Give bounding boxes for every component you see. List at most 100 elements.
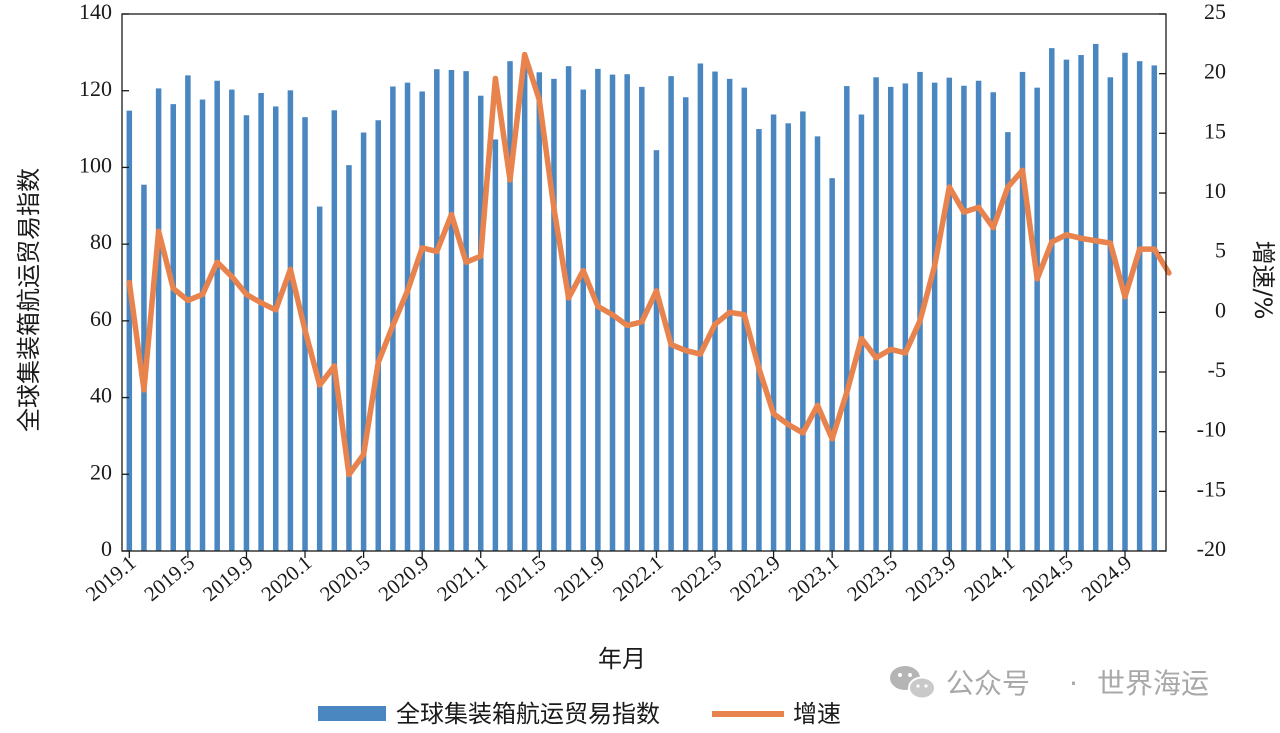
legend-label-bar: 全球集装箱航运贸易指数 bbox=[396, 700, 660, 728]
bar bbox=[1034, 87, 1040, 552]
bar bbox=[946, 77, 953, 552]
x-tick-label: 2024.5 bbox=[1018, 550, 1078, 606]
right-axis-label: 增速/% bbox=[1249, 241, 1277, 320]
line-point bbox=[624, 322, 630, 328]
legend: 全球集装箱航运贸易指数 增速 bbox=[318, 700, 841, 728]
bar bbox=[551, 78, 557, 551]
right-tick-label: -10 bbox=[1197, 417, 1226, 442]
line-point bbox=[653, 288, 659, 294]
line-point bbox=[492, 75, 498, 81]
line-point bbox=[463, 259, 469, 265]
line-point bbox=[946, 184, 952, 190]
bar bbox=[770, 114, 777, 551]
bar bbox=[990, 92, 996, 551]
x-axis-ticks: 2019.12019.52019.92020.12020.52020.92021… bbox=[81, 550, 1136, 606]
line-point bbox=[170, 285, 176, 291]
watermark-prefix: 公众号 bbox=[946, 667, 1030, 700]
line-point bbox=[873, 355, 879, 361]
bar bbox=[463, 71, 469, 552]
line-point bbox=[976, 204, 982, 210]
watermark-name: 世界海运 bbox=[1097, 667, 1209, 700]
line-point bbox=[419, 245, 425, 251]
bar bbox=[434, 69, 440, 551]
growth-line bbox=[126, 51, 1172, 478]
bar bbox=[1005, 132, 1011, 551]
line-point bbox=[1093, 238, 1099, 244]
right-axis-ticks: -20 -15 -10 -5 0 5 10 15 20 25 bbox=[1159, 0, 1226, 561]
bar bbox=[902, 83, 909, 552]
x-tick-label: 2020.5 bbox=[315, 550, 375, 606]
line-point bbox=[829, 436, 835, 442]
line-point bbox=[697, 351, 703, 357]
line-point bbox=[756, 365, 762, 371]
line-point bbox=[1049, 239, 1055, 245]
left-tick-label: 0 bbox=[101, 536, 112, 561]
bar bbox=[1063, 59, 1070, 552]
legend-label-line: 增速 bbox=[793, 700, 841, 728]
bar bbox=[229, 89, 235, 551]
bar bbox=[1019, 71, 1026, 552]
line-point bbox=[126, 280, 132, 285]
plot-border bbox=[121, 13, 1167, 552]
line-point bbox=[683, 348, 689, 354]
bar bbox=[155, 88, 162, 551]
line-point bbox=[1034, 276, 1040, 282]
x-tick-label: 2020.9 bbox=[374, 550, 434, 606]
line-point bbox=[156, 228, 162, 234]
left-axis-label: 全球集装箱航运贸易指数 bbox=[15, 168, 43, 432]
line-point bbox=[214, 259, 220, 265]
line-point bbox=[902, 350, 908, 356]
x-tick-label: 2021.5 bbox=[491, 550, 551, 606]
line-point bbox=[580, 268, 586, 274]
right-tick-label: 5 bbox=[1215, 238, 1226, 263]
left-tick-label: 20 bbox=[90, 459, 112, 484]
x-axis-label: 年月 bbox=[598, 645, 646, 673]
x-tick-label: 2022.9 bbox=[725, 550, 785, 606]
bar bbox=[800, 111, 806, 552]
line-point bbox=[932, 263, 938, 269]
x-tick-label: 2021.1 bbox=[432, 550, 492, 606]
bar bbox=[975, 80, 982, 552]
x-tick-label: 2021.9 bbox=[549, 550, 609, 606]
line-point bbox=[551, 206, 557, 212]
bar bbox=[199, 99, 206, 551]
bar bbox=[873, 77, 879, 551]
line-point bbox=[507, 177, 513, 183]
bar bbox=[419, 91, 425, 551]
bar bbox=[185, 75, 191, 552]
bar bbox=[346, 165, 352, 551]
line-point bbox=[331, 363, 337, 369]
x-tick-label: 2019.9 bbox=[198, 550, 258, 606]
line-point bbox=[741, 312, 747, 318]
bar bbox=[858, 114, 865, 551]
line-series bbox=[126, 51, 1172, 478]
line-point bbox=[727, 309, 733, 315]
bar bbox=[1136, 61, 1143, 552]
x-tick-label: 2024.1 bbox=[959, 550, 1019, 606]
line-point bbox=[844, 389, 850, 395]
bar bbox=[536, 72, 543, 552]
bar bbox=[258, 93, 264, 552]
bar bbox=[448, 70, 455, 551]
x-tick-label: 2023.1 bbox=[784, 550, 844, 606]
line-point bbox=[229, 274, 235, 280]
line-point bbox=[1020, 167, 1025, 173]
bar bbox=[492, 139, 499, 551]
right-tick-label: -20 bbox=[1197, 536, 1226, 561]
left-tick-label: 40 bbox=[90, 383, 112, 408]
bar bbox=[507, 61, 513, 552]
right-tick-label: -15 bbox=[1197, 476, 1226, 501]
line-point bbox=[888, 346, 894, 352]
bar bbox=[697, 63, 704, 551]
line-point bbox=[375, 359, 381, 365]
right-tick-label: 20 bbox=[1204, 59, 1226, 84]
line-point bbox=[917, 318, 923, 324]
left-tick-label: 140 bbox=[79, 0, 112, 24]
bar bbox=[668, 76, 674, 551]
bar bbox=[682, 97, 689, 552]
bar bbox=[712, 71, 718, 551]
line-point bbox=[141, 387, 147, 393]
x-tick-label: 2019.5 bbox=[139, 550, 199, 606]
line-point bbox=[858, 336, 864, 342]
line-point bbox=[536, 97, 542, 103]
